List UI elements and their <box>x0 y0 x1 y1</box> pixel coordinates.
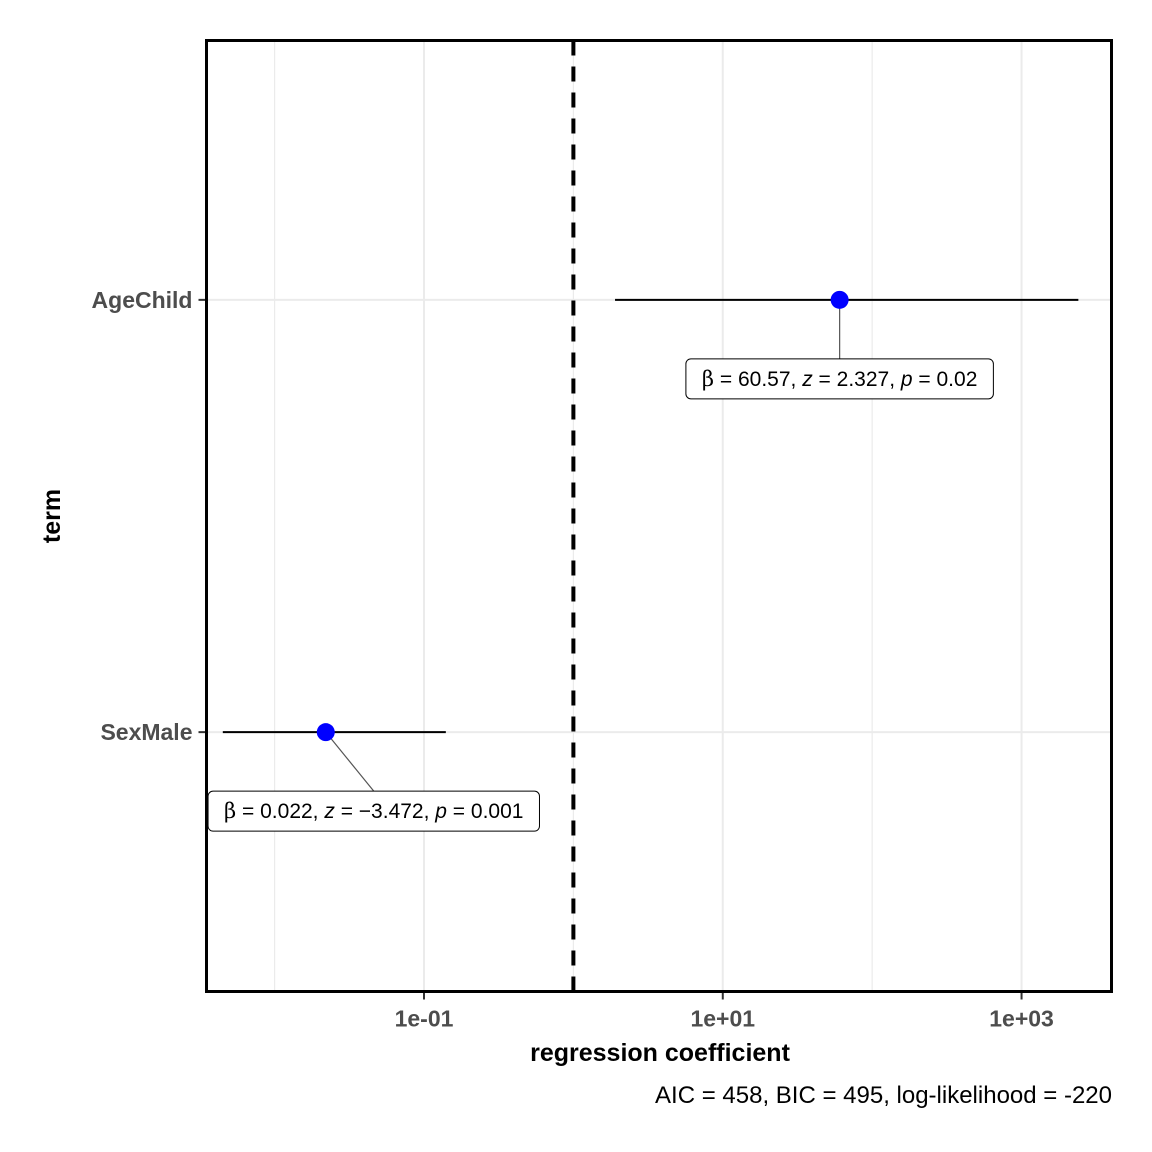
y-axis-ticks: SexMale AgeChild <box>92 287 205 745</box>
x-tick-label: 1e+03 <box>989 1006 1054 1032</box>
estimate-point <box>830 290 849 309</box>
grid-lines <box>206 40 1112 992</box>
x-tick-label: 1e+01 <box>690 1006 755 1032</box>
x-axis-title: regression coefficient <box>530 1039 790 1067</box>
stat-label: β = 60.57, z = 2.327, p = 0.02 <box>685 358 994 400</box>
x-axis-ticks: 1e-01 1e+01 1e+03 <box>395 993 1054 1032</box>
stat-label-text: β = 0.022, z = −3.472, p = 0.001 <box>224 799 523 823</box>
model-fit-caption: AIC = 458, BIC = 495, log-likelihood = -… <box>655 1082 1112 1109</box>
data-layer <box>222 290 1079 792</box>
y-tick-label: SexMale <box>100 719 192 745</box>
x-tick-label: 1e-01 <box>395 1006 454 1032</box>
stat-label-box <box>207 790 540 832</box>
label-leader-line <box>325 731 375 792</box>
stat-label: β = 0.022, z = −3.472, p = 0.001 <box>207 790 540 832</box>
point-labels: β = 60.57, z = 2.327, p = 0.02 β = 0.022,… <box>207 358 994 832</box>
y-axis-title: term <box>38 489 66 543</box>
stat-label-box <box>685 358 994 400</box>
plot-border <box>205 39 1113 993</box>
stat-label-text: β = 60.57, z = 2.327, p = 0.02 <box>702 367 977 391</box>
estimate-point <box>316 723 335 742</box>
y-tick-label: AgeChild <box>92 287 193 313</box>
